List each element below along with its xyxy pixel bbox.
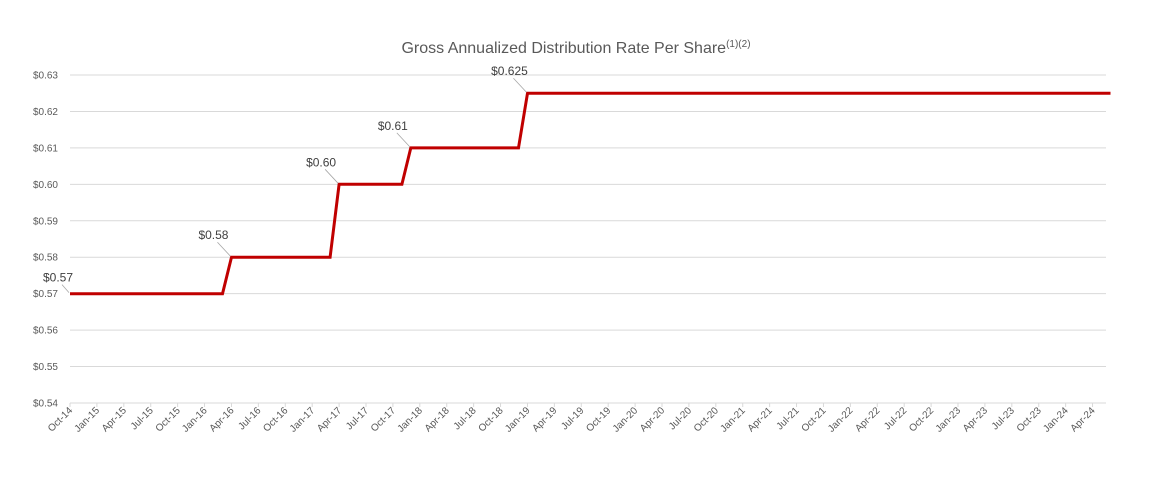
x-tick-label: Jan-18 <box>396 405 426 435</box>
series-layer <box>70 91 1111 296</box>
data-labels: $0.57 $0.58 $0.60 $0.61 $0.625 <box>43 64 528 293</box>
y-tick-label: $0.56 <box>33 326 58 337</box>
y-tick-label: $0.63 <box>33 71 58 82</box>
x-tick-label: Jan-23 <box>934 405 964 435</box>
x-tick-label: Oct-20 <box>692 405 721 434</box>
y-tick-label: $0.58 <box>33 253 58 264</box>
y-tick-label: $0.60 <box>33 180 58 191</box>
x-tick-label: Jul-15 <box>129 405 156 432</box>
x-tick-label: Apr-15 <box>100 405 129 434</box>
y-tick-label: $0.59 <box>33 216 58 227</box>
x-tick-label: Apr-17 <box>315 405 344 434</box>
x-tick-label: Oct-17 <box>369 405 398 434</box>
data-label: $0.625 <box>491 64 528 78</box>
y-tick-label: $0.55 <box>33 362 58 373</box>
x-tick-label: Apr-20 <box>638 405 667 434</box>
x-tick-label: Apr-21 <box>746 405 775 434</box>
data-label-leader <box>217 241 231 257</box>
x-tick-label: Jul-19 <box>559 405 586 432</box>
x-tick-label: Jan-19 <box>503 405 533 435</box>
y-tick-label: $0.62 <box>33 107 58 118</box>
x-tick-label: Apr-22 <box>853 405 882 434</box>
data-label-leader <box>396 132 411 148</box>
chart-title: Gross Annualized Distribution Rate Per S… <box>401 39 750 57</box>
x-tick-label: Jan-20 <box>611 405 641 435</box>
y-tick-label: $0.57 <box>33 289 58 300</box>
x-tick-label: Jan-16 <box>180 405 210 435</box>
x-tick-label: Apr-23 <box>961 405 990 434</box>
data-label-leader <box>61 284 70 293</box>
x-tick-label: Oct-16 <box>261 405 290 434</box>
data-label: $0.61 <box>378 119 408 133</box>
data-label-leader <box>324 169 339 184</box>
x-tick-label: Jul-20 <box>667 405 694 432</box>
x-tick-label: Oct-23 <box>1015 405 1044 434</box>
x-tick-label: Jul-16 <box>236 405 263 432</box>
series-line <box>70 91 1111 296</box>
chart-title-main: Gross Annualized Distribution Rate Per S… <box>401 40 726 57</box>
y-axis-tick-labels: $0.54 $0.55 $0.56 $0.57 $0.58 $0.59 $0.60 $0.61… <box>33 71 58 410</box>
x-tick-label: Apr-19 <box>530 405 559 434</box>
x-tick-label: Jan-21 <box>718 405 748 435</box>
x-tick-label: Oct-21 <box>800 405 829 434</box>
x-tick-label: Oct-22 <box>907 405 936 434</box>
x-tick-label: Oct-15 <box>154 405 183 434</box>
x-tick-label: Jan-22 <box>826 405 856 435</box>
chart-title-superscript: (1)(2) <box>726 39 750 50</box>
x-tick-label: Jul-18 <box>452 405 479 432</box>
y-tick-label: $0.54 <box>33 399 58 410</box>
x-tick-label: Apr-18 <box>423 405 452 434</box>
x-tick-label: Jul-23 <box>990 405 1017 432</box>
y-tick-label: $0.61 <box>33 143 58 154</box>
data-label-leader <box>513 77 527 93</box>
data-label: $0.58 <box>198 228 228 242</box>
x-tick-label: Jan-15 <box>73 405 103 435</box>
data-label: $0.60 <box>306 155 336 169</box>
x-tick-label: Jan-24 <box>1041 405 1071 435</box>
data-label: $0.57 <box>43 271 73 285</box>
x-tick-label: Jul-22 <box>882 405 909 432</box>
x-tick-label: Apr-16 <box>208 405 237 434</box>
x-tick-label: Apr-24 <box>1069 405 1098 434</box>
x-tick-label: Jan-17 <box>288 405 318 435</box>
x-tick-label: Jul-17 <box>344 405 371 432</box>
gridlines <box>69 74 1106 407</box>
x-tick-label: Oct-19 <box>584 405 613 434</box>
x-tick-label: Jul-21 <box>775 405 802 432</box>
x-tick-label: Oct-18 <box>477 405 506 434</box>
